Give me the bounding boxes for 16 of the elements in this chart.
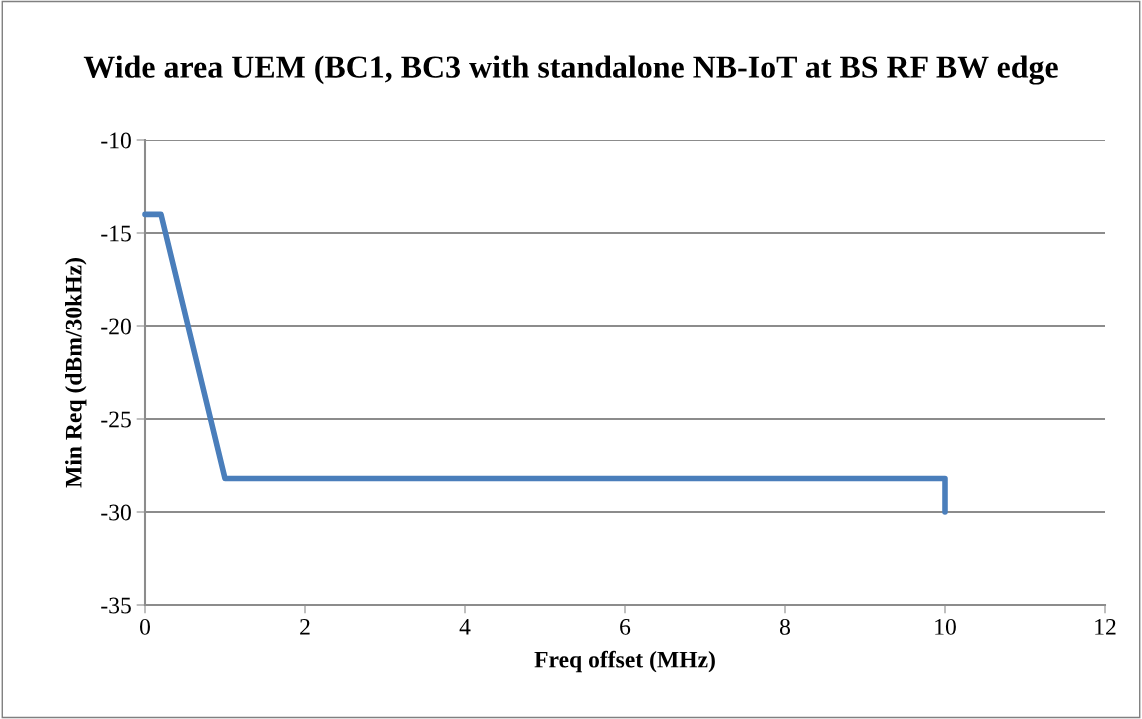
x-tick-label: 0 xyxy=(140,618,150,635)
chart-title: Wide area UEM (BC1, BC3 with standalone NB-IoT at BS RF BW edge xyxy=(83,55,1058,85)
y-tick-label: -10 xyxy=(101,132,131,149)
x-tick-label: 12 xyxy=(1095,618,1116,635)
y-tick-label: -30 xyxy=(101,504,131,521)
x-tick-label: 4 xyxy=(459,619,471,635)
x-axis-title: Freq offset (MHz) xyxy=(534,650,715,673)
x-tick-label: 8 xyxy=(780,618,790,635)
y-tick-label: -15 xyxy=(101,225,131,242)
y-tick-label: -20 xyxy=(101,318,131,335)
x-tick-label: 10 xyxy=(935,618,956,635)
x-tick-label: 6 xyxy=(620,618,631,635)
y-tick-label: -35 xyxy=(101,597,131,614)
y-axis-title: Min Req (dBm/30kHz) xyxy=(65,258,87,488)
x-tick-label: 2 xyxy=(300,618,310,635)
y-tick-label: -25 xyxy=(101,411,131,428)
